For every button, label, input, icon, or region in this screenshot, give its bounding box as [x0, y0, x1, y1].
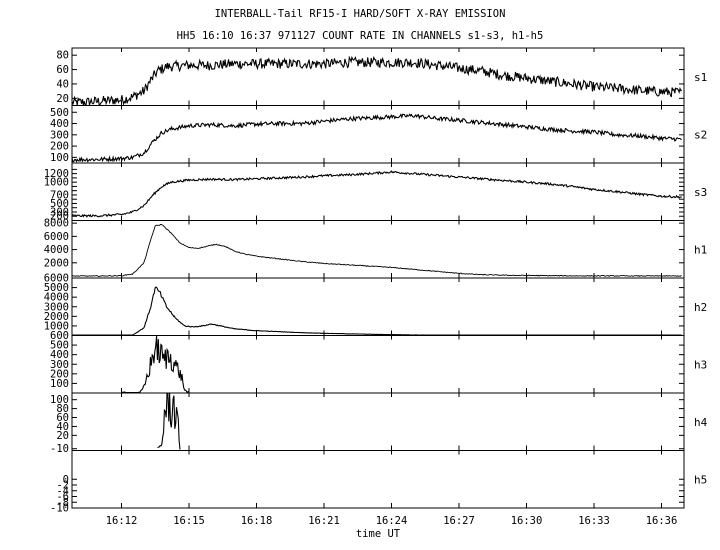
y-tick-label-h2: 4000: [44, 292, 69, 304]
y-tick-label-s3: 500: [50, 198, 69, 210]
panel-label-s2: s2: [694, 128, 707, 141]
y-tick-label-s1: 80: [56, 50, 69, 62]
y-tick-label-h1: 6000: [44, 231, 69, 243]
panels-group: 20406080s1100200300400500s22003005007001…: [44, 47, 708, 515]
series-line-h3: [121, 335, 190, 394]
y-tick-label-h3: 500: [50, 340, 69, 352]
y-tick-label-s3: 300: [50, 206, 69, 218]
y-tick-label-s1: 20: [56, 93, 69, 105]
panel-label-h1: h1: [694, 243, 707, 256]
y-tick-label-h1: 8000: [44, 218, 69, 230]
panel-h5: -10-8-6-4-20 h5: [50, 450, 707, 515]
y-tick-label-h3: 400: [50, 349, 69, 361]
panel-label-h3: h3: [694, 358, 707, 371]
x-tick-label: 16:30: [511, 515, 543, 527]
panel-frame-s3: [71, 162, 685, 221]
panel-label-s3: s3: [694, 186, 707, 199]
series-line-s2: [71, 113, 682, 163]
panel-frame-h5: [71, 450, 685, 509]
panel-s1: 20 40 60 80 s1: [56, 47, 707, 106]
y-tick-label-h3: 300: [50, 359, 69, 371]
y-tick-label-h4: -10: [50, 443, 69, 455]
panel-frame-s1: [71, 47, 685, 106]
panel-label-h5: h5: [694, 473, 707, 486]
y-tick-label-h2: 6000: [44, 273, 69, 285]
chart-title: INTERBALL-Tail RF15-I HARD/SOFT X-RAY EM…: [214, 8, 506, 20]
chart-subtitle: HH5 16:10 16:37 971127 COUNT RATE IN CHA…: [176, 30, 544, 42]
series-line-s3: [71, 170, 682, 218]
y-tick-label-h2: 3000: [44, 301, 69, 313]
y-tick-label-h2: 5000: [44, 282, 69, 294]
panel-frame-h1: [71, 220, 685, 279]
y-tick-label-h3: 100: [50, 378, 69, 390]
y-tick-label-h5: -6: [56, 491, 69, 503]
x-tick-label: 16:27: [443, 515, 475, 527]
y-tick-label-h2: 1000: [44, 320, 69, 332]
panel-label-h2: h2: [694, 301, 707, 314]
y-tick-label-h4: 60: [56, 412, 69, 424]
y-tick-label-s2: 100: [50, 152, 69, 164]
y-tick-label-h5: -4: [56, 485, 69, 497]
x-tick-label: 16:36: [646, 515, 678, 527]
x-tick-label: 16:12: [106, 515, 138, 527]
y-tick-label-s3: 1000: [44, 177, 69, 189]
y-tick-label-h3: 600: [50, 330, 69, 342]
x-tick-label: 16:21: [308, 515, 340, 527]
y-tick-label-s2: 200: [50, 141, 69, 153]
y-tick-label-h4: 20: [56, 430, 69, 442]
y-tick-label-s3: 700: [50, 189, 69, 201]
y-tick-label-h4: 80: [56, 403, 69, 415]
y-tick-label-h5: 0: [63, 474, 69, 486]
y-tick-label-s1: 40: [56, 78, 69, 90]
series-line-h2: [72, 286, 682, 336]
y-tick-label-s2: 500: [50, 107, 69, 119]
y-tick-label-s3: 200: [50, 211, 69, 223]
y-tick-label-h5: -2: [56, 480, 69, 492]
y-tick-label-h5: -10: [50, 503, 69, 515]
y-tick-label-s3: 1200: [44, 168, 69, 180]
series-line-s1: [71, 55, 683, 106]
panel-label-s1: s1: [694, 71, 707, 84]
x-tick-label: 16:24: [376, 515, 408, 527]
y-tick-label-h4: 100: [50, 394, 69, 406]
x-axis-group: 16:12 16:15 16:18 16:21 16:24 16:27 16:30 16:33…: [106, 515, 678, 540]
x-tick-label: 16:18: [241, 515, 273, 527]
y-tick-label-h2: 2000: [44, 311, 69, 323]
y-tick-label-h3: 200: [50, 368, 69, 380]
panel-frame-h3: [71, 335, 685, 394]
x-axis-label: time UT: [356, 528, 401, 540]
y-tick-label-s1: 60: [56, 64, 69, 76]
series-line-h4: [157, 392, 181, 450]
y-tick-label-h4: 40: [56, 421, 69, 433]
panel-frame-h2: [71, 277, 685, 336]
y-tick-label-h1: 2000: [44, 257, 69, 269]
y-tick-label-h5: -8: [56, 497, 69, 509]
series-line-h1: [71, 224, 682, 277]
x-tick-label: 16:33: [578, 515, 610, 527]
panel-label-h4: h4: [694, 416, 708, 429]
x-tick-label: 16:15: [173, 515, 205, 527]
y-tick-label-s2: 400: [50, 118, 69, 130]
y-tick-label-s2: 300: [50, 129, 69, 141]
y-tick-label-h1: 4000: [44, 244, 69, 256]
